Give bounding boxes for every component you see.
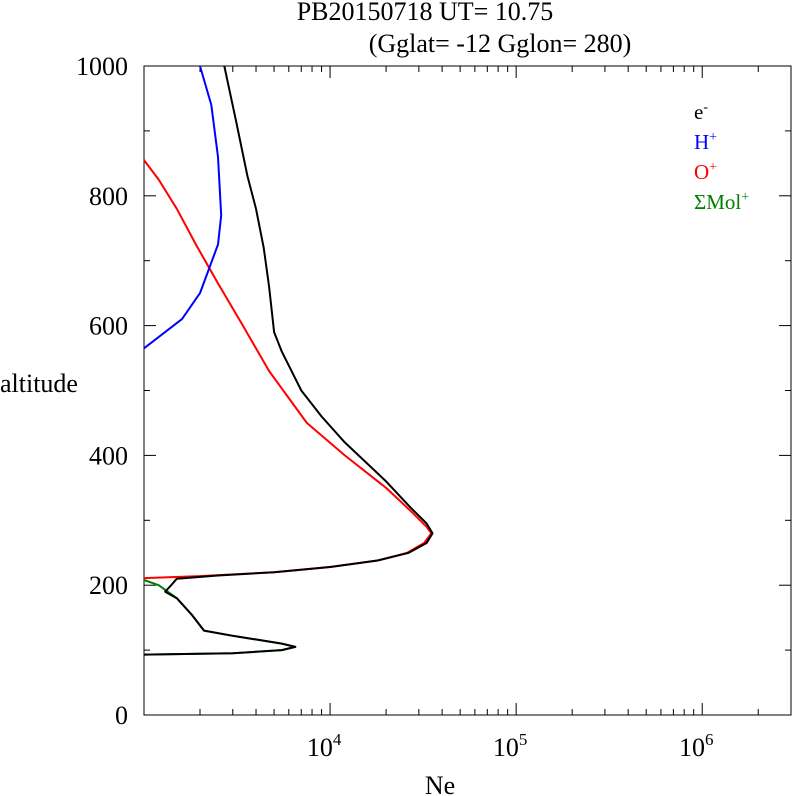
legend-entry: ΣMol+ bbox=[694, 190, 749, 214]
series-line-h bbox=[143, 65, 223, 350]
x-tick-exponent: 5 bbox=[519, 730, 528, 749]
y-axis-ticks: 0 200 400 600 800 1000 bbox=[76, 52, 791, 730]
x-tick-exponent: 6 bbox=[705, 730, 714, 749]
series-line-e bbox=[143, 65, 434, 656]
x-tick-base: 10 bbox=[307, 733, 333, 762]
x-axis-ticks: 104 105 106 bbox=[307, 66, 714, 762]
legend-entry: O+ bbox=[694, 160, 717, 184]
x-tick-label: 104 bbox=[307, 730, 342, 762]
x-tick-base: 10 bbox=[679, 733, 705, 762]
chart-title-line1: PB20150718 UT= 10.75 bbox=[297, 0, 554, 26]
x-tick-base: 10 bbox=[493, 733, 519, 762]
y-axis-label: altitude bbox=[0, 369, 78, 398]
y-tick-label: 1000 bbox=[76, 52, 128, 81]
legend-entry: H+ bbox=[694, 130, 717, 154]
y-tick-label: 200 bbox=[89, 571, 128, 600]
chart-title-line2: (Gglat= -12 Gglon= 280) bbox=[369, 29, 632, 58]
x-tick-exponent: 4 bbox=[333, 730, 342, 749]
y-tick-label: 600 bbox=[89, 312, 128, 341]
x-tick-label: 106 bbox=[679, 730, 714, 762]
x-tick-label: 105 bbox=[493, 730, 528, 762]
series-line-o bbox=[143, 159, 433, 580]
legend: e- H+ O+ ΣMol+ bbox=[694, 100, 749, 214]
legend-entry: e- bbox=[694, 100, 708, 124]
series-group bbox=[143, 65, 434, 656]
x-axis-label: Ne bbox=[425, 771, 455, 796]
y-tick-label: 400 bbox=[89, 441, 128, 470]
y-tick-label: 0 bbox=[115, 701, 128, 730]
y-tick-label: 800 bbox=[89, 182, 128, 211]
